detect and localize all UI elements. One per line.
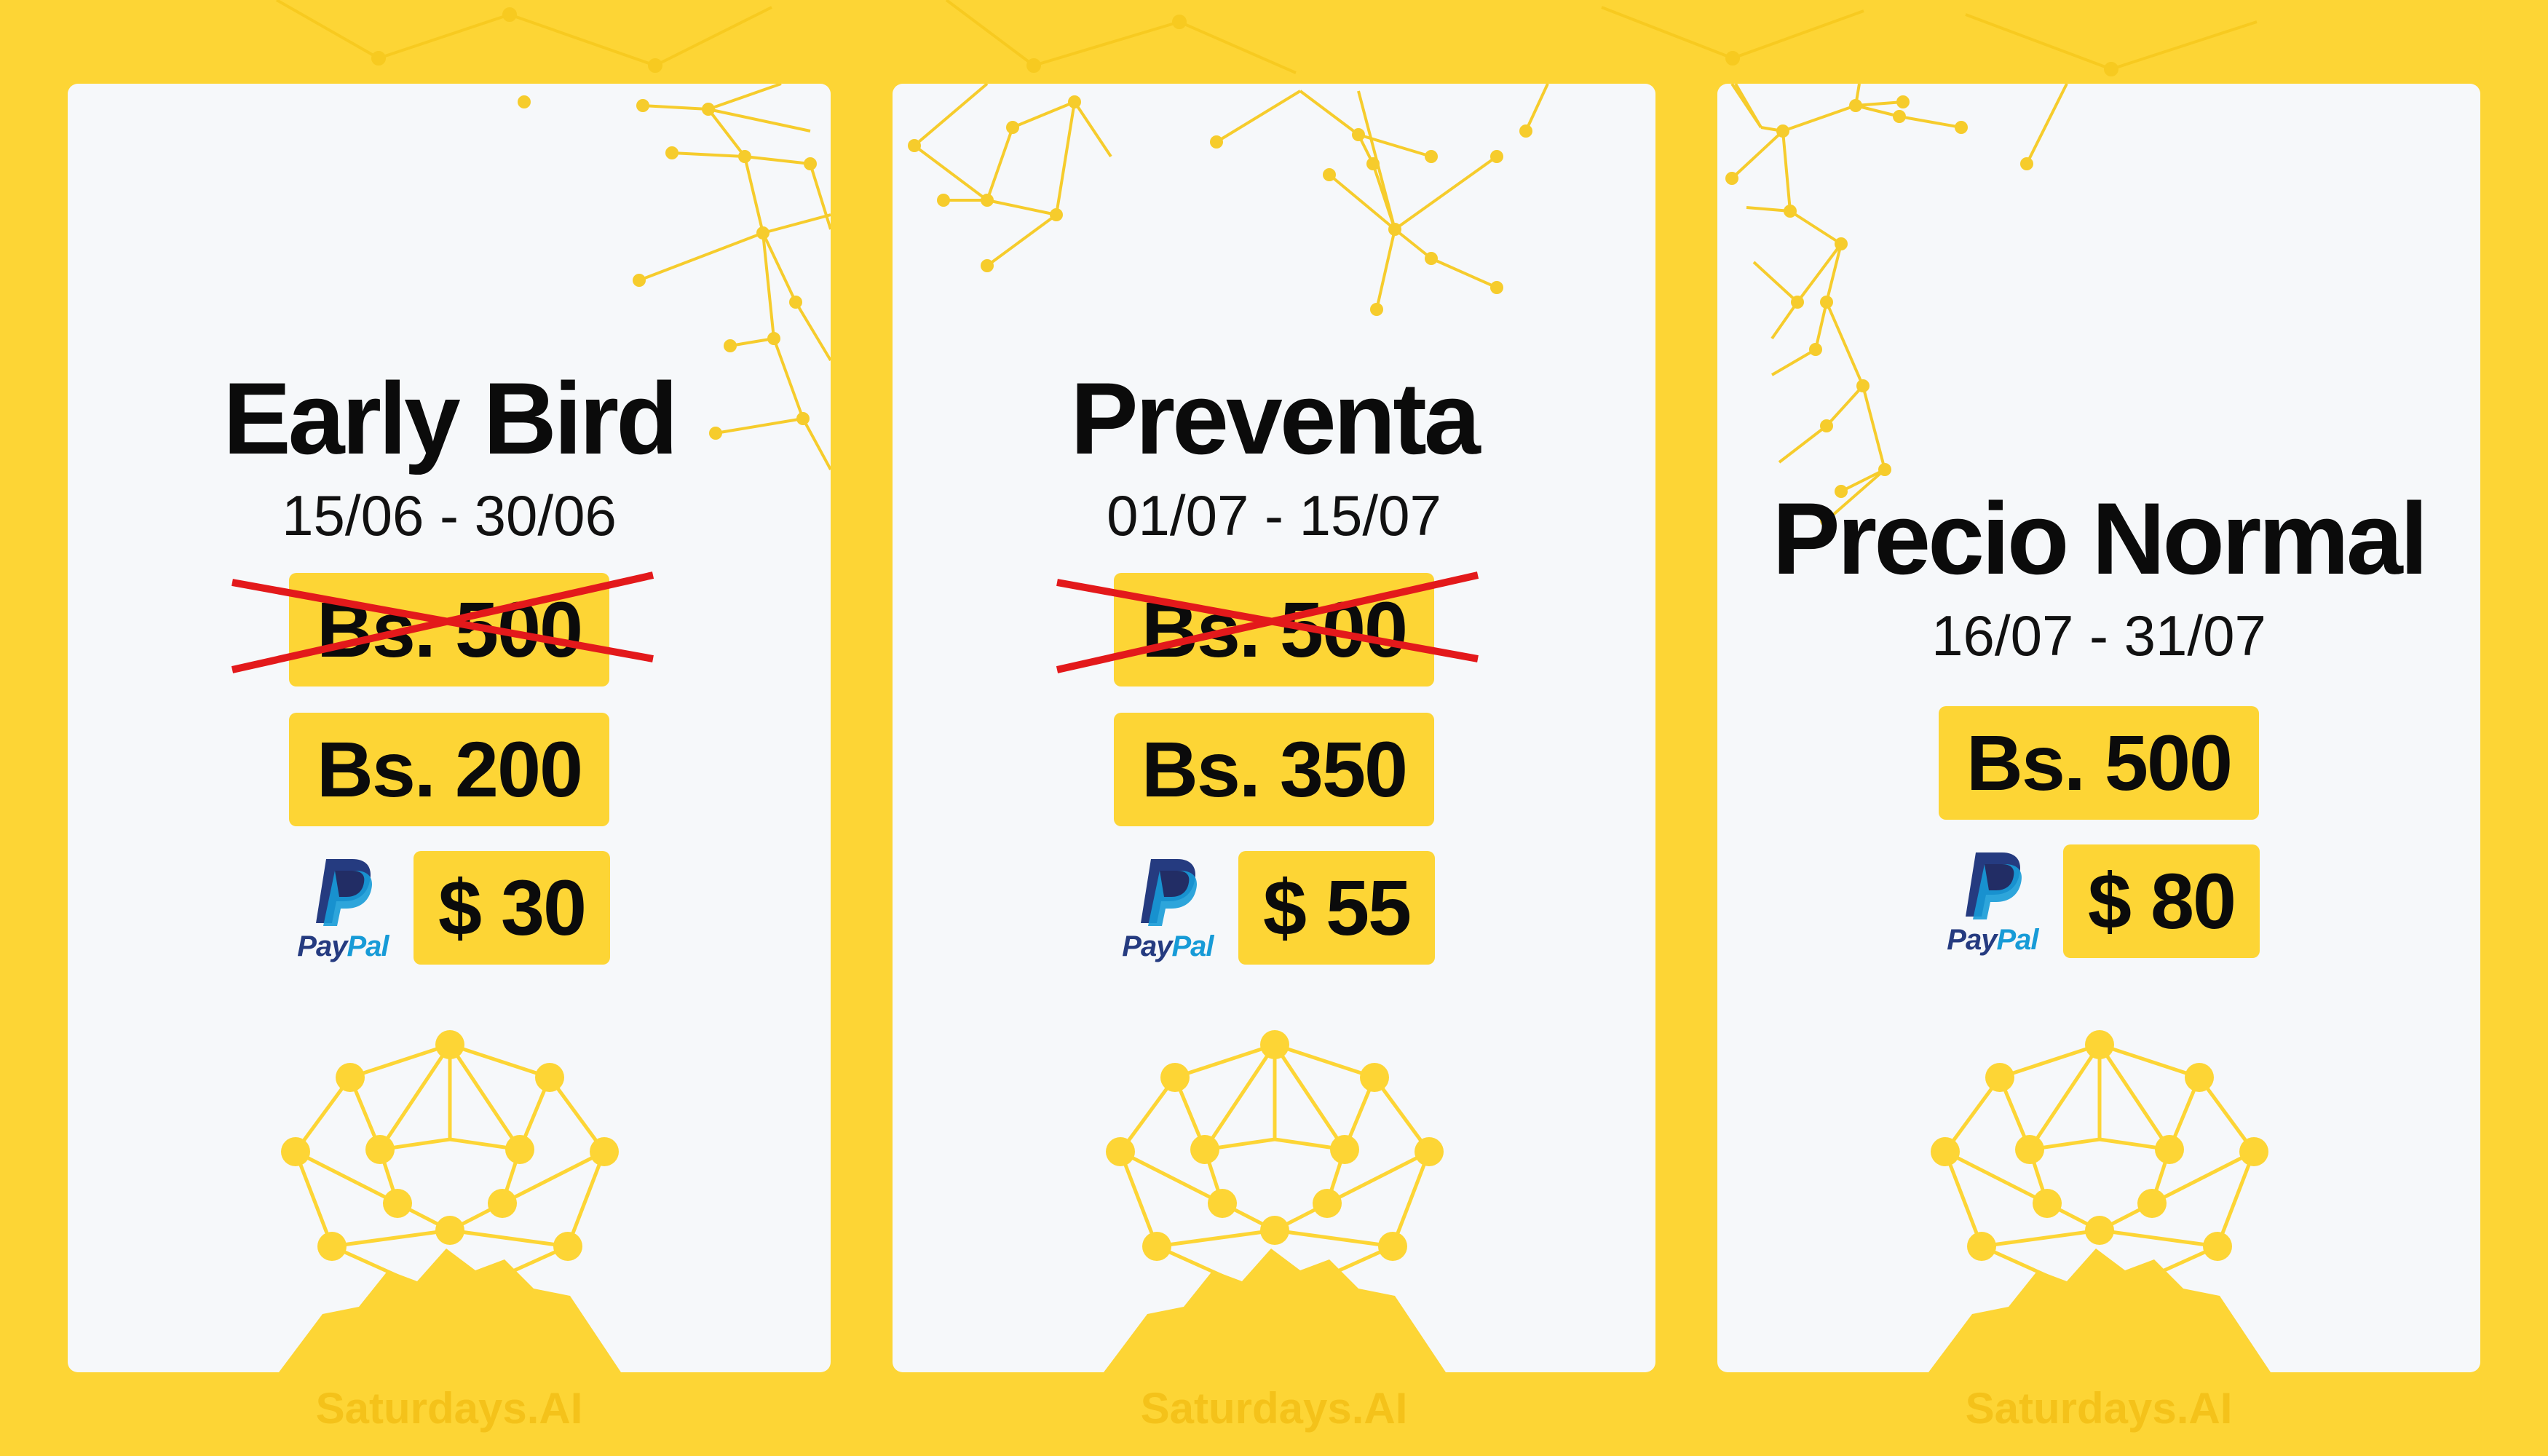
price-usd: $ 55 <box>1238 851 1436 965</box>
saturdays-ai-logo-icon <box>1104 1030 1446 1372</box>
strikethrough-x-icon <box>1056 571 1479 673</box>
brand-footer-text: Saturdays.AI <box>1140 1384 1408 1433</box>
network-decoration <box>908 84 1549 316</box>
date-range: 15/06 - 30/06 <box>282 483 617 547</box>
paypal-icon <box>1140 859 1197 926</box>
price-usd: $ 80 <box>2062 844 2260 958</box>
price-bs: Bs. 350 <box>1113 713 1435 826</box>
pricing-card-precio-normal: Precio Normal 16/07 - 31/07 Bs. 500 PayP… <box>1717 84 2480 1372</box>
pricing-card-early-bird: Early Bird 15/06 - 30/06 Bs. 500 Bs. 200 <box>68 84 831 1372</box>
paypal-pay-text: Pay <box>1122 930 1172 962</box>
paypal-pal-text: Pal <box>347 930 389 962</box>
paypal-pal-text: Pal <box>1171 930 1214 962</box>
paypal-pay-text: Pay <box>1947 924 1997 956</box>
paypal-pal-text: Pal <box>1996 924 2038 956</box>
price-bs: Bs. 500 <box>1938 706 2260 820</box>
brand-footer-text: Saturdays.AI <box>315 1384 583 1433</box>
network-decoration <box>518 84 831 470</box>
paypal-logo: PayPal <box>288 855 397 961</box>
price-usd: $ 30 <box>413 851 611 965</box>
saturdays-ai-logo-icon <box>1928 1030 2271 1372</box>
date-range: 16/07 - 31/07 <box>1931 604 2266 668</box>
paypal-icon <box>315 859 372 926</box>
paypal-logo: PayPal <box>1113 855 1222 961</box>
card-title: Preventa <box>1070 361 1480 475</box>
date-range: 01/07 - 15/07 <box>1107 483 1441 547</box>
old-price-box: Bs. 500 <box>1056 571 1479 687</box>
price-bs: Bs. 200 <box>288 713 610 826</box>
saturdays-ai-logo-icon <box>279 1030 621 1372</box>
paypal-icon <box>1965 852 2022 919</box>
network-decoration <box>1725 84 2068 527</box>
card-title: Early Bird <box>223 361 678 475</box>
paypal-pay-text: Pay <box>297 930 347 962</box>
pricing-card-preventa: Preventa 01/07 - 15/07 Bs. 500 Bs. 350 <box>893 84 1655 1372</box>
paypal-logo: PayPal <box>1938 848 2047 954</box>
strikethrough-x-icon <box>231 571 654 673</box>
brand-footer-text: Saturdays.AI <box>1965 1384 2233 1433</box>
old-price-box: Bs. 500 <box>231 571 654 687</box>
card-title: Precio Normal <box>1772 481 2428 596</box>
